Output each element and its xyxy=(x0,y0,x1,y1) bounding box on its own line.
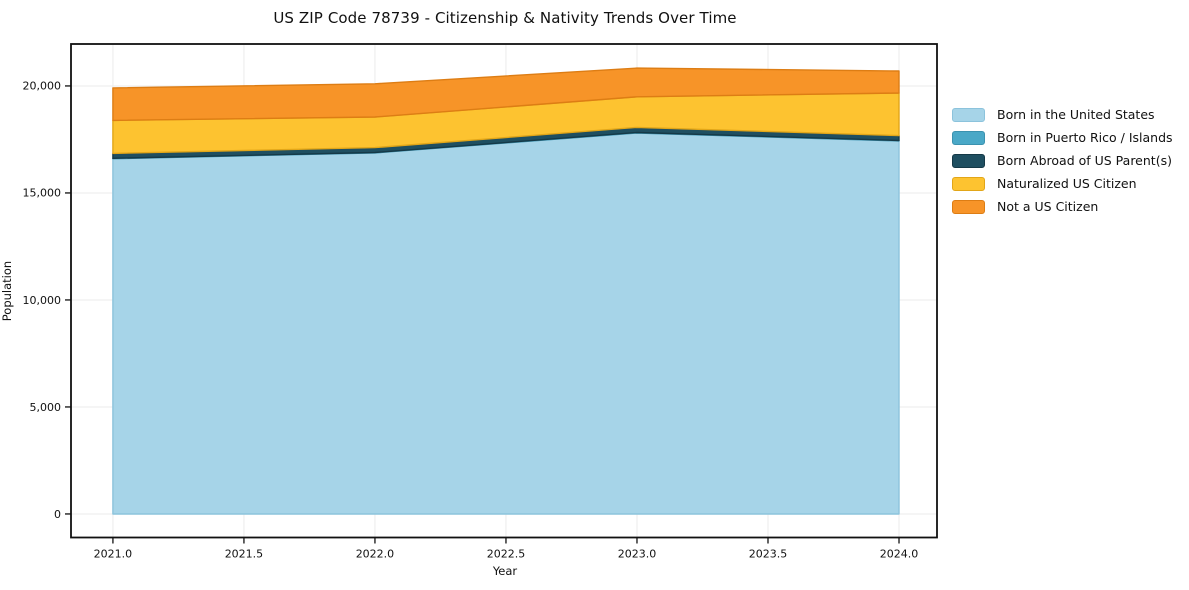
legend-item-5: Not a US Citizen xyxy=(952,195,1173,218)
x-tick-label: 2022.5 xyxy=(487,548,526,561)
legend-swatch xyxy=(952,199,985,214)
y-tick-label: 10,000 xyxy=(23,294,62,307)
y-tick-label: 15,000 xyxy=(23,187,62,200)
chart-title: US ZIP Code 78739 - Citizenship & Nativi… xyxy=(273,9,737,27)
legend-item-3: Born Abroad of US Parent(s) xyxy=(952,149,1173,172)
x-tick-label: 2023.0 xyxy=(618,548,657,561)
legend-swatch xyxy=(952,176,985,191)
legend-item-2: Born in Puerto Rico / Islands xyxy=(952,126,1173,149)
x-tick-label: 2024.0 xyxy=(880,548,919,561)
legend-item-1: Born in the United States xyxy=(952,103,1173,126)
legend-label: Naturalized US Citizen xyxy=(997,176,1137,191)
x-tick-label: 2021.5 xyxy=(225,548,264,561)
legend-item-4: Naturalized US Citizen xyxy=(952,172,1173,195)
legend-label: Born Abroad of US Parent(s) xyxy=(997,153,1172,168)
legend-swatch xyxy=(952,153,985,168)
x-tick-label: 2021.0 xyxy=(94,548,133,561)
legend-swatch xyxy=(952,107,985,122)
legend-label: Born in the United States xyxy=(997,107,1155,122)
x-tick-label: 2022.0 xyxy=(356,548,395,561)
y-tick-label: 20,000 xyxy=(23,80,62,93)
area-layer-1 xyxy=(112,132,900,515)
x-tick-label: 2023.5 xyxy=(749,548,788,561)
y-axis-label: Population xyxy=(0,260,14,322)
area-layer-5 xyxy=(112,67,900,122)
legend-label: Not a US Citizen xyxy=(997,199,1099,214)
legend-swatch xyxy=(952,130,985,145)
plot-border xyxy=(70,43,938,539)
y-tick-label: 0 xyxy=(54,508,61,521)
legend-label: Born in Puerto Rico / Islands xyxy=(997,130,1173,145)
y-tick-label: 5,000 xyxy=(30,401,62,414)
legend: Born in the United States Born in Puerto … xyxy=(952,103,1173,218)
x-axis-label: Year xyxy=(492,564,518,578)
